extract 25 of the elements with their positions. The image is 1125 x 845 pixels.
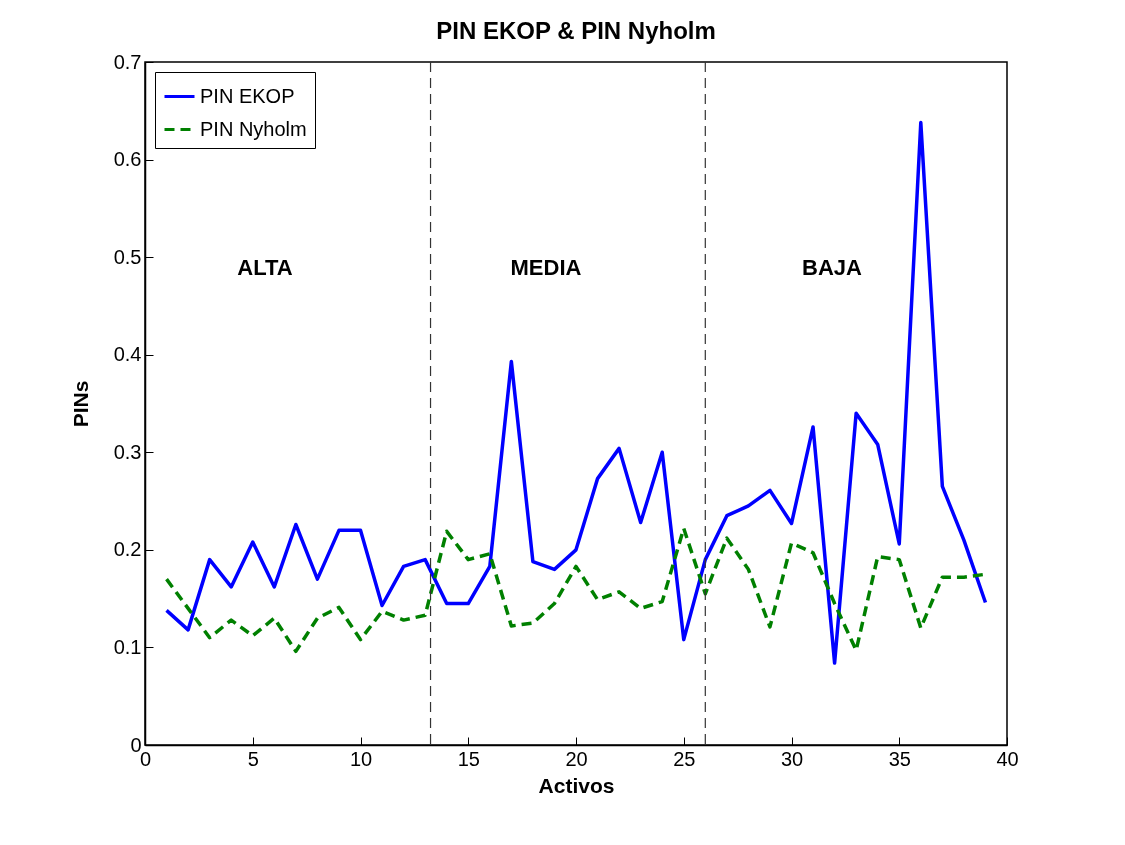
x-tick-label: 30 — [780, 747, 804, 770]
legend-label: PIN Nyholm — [200, 117, 307, 140]
x-tick-label: 15 — [457, 747, 480, 770]
x-tick-label: 10 — [349, 747, 373, 770]
x-axis-title: Activos — [538, 773, 615, 797]
line-series — [164, 120, 988, 665]
y-tick-label: 0.5 — [113, 245, 142, 268]
legend-label: PIN EKOP — [200, 84, 295, 107]
annotation: BAJA — [802, 255, 863, 280]
annotation: MEDIA — [510, 255, 582, 280]
y-tick-label: 0.3 — [113, 440, 142, 463]
y-tick-label: 0.2 — [113, 538, 142, 561]
y-tick-label: 0.1 — [113, 635, 142, 658]
x-tick-label: 5 — [247, 747, 259, 770]
annotation: ALTA — [237, 255, 293, 280]
y-tick-label: 0.6 — [113, 148, 142, 171]
x-tick-label: 25 — [673, 747, 696, 770]
y-axis-title: PINs — [68, 380, 92, 428]
chart-title: PIN EKOP & PIN Nyholm — [436, 17, 716, 44]
y-tick-label: 0.7 — [113, 50, 142, 73]
y-tick-label: 0.4 — [113, 343, 142, 366]
x-tick-label: 20 — [565, 747, 588, 770]
x-tick-label: 40 — [996, 747, 1019, 770]
x-tick-label: 35 — [888, 747, 911, 770]
y-tick-label: 0 — [130, 733, 142, 756]
